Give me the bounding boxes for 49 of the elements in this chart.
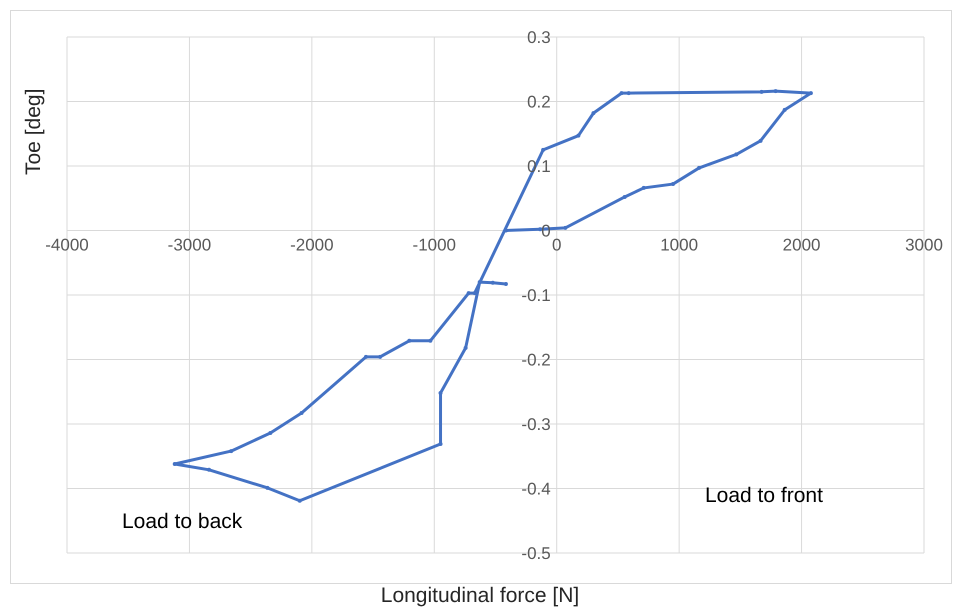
point: [620, 91, 624, 96]
point: [464, 346, 468, 350]
point: [478, 280, 482, 284]
point: [300, 411, 304, 416]
annotation: Load to back: [122, 510, 242, 534]
x-tick-label: 2000: [782, 236, 820, 254]
point: [541, 148, 546, 152]
point: [758, 138, 763, 143]
y-tick-label: -0.2: [521, 350, 551, 370]
y-axis-title: Toe [deg]: [22, 88, 46, 175]
point: [504, 282, 508, 286]
point: [563, 226, 568, 230]
point: [298, 498, 302, 503]
point: [734, 152, 738, 156]
point: [774, 89, 778, 94]
y-tick-label: 0.2: [527, 92, 551, 112]
x-tick-label: -4000: [45, 236, 89, 254]
y-tick-label: -0.4: [521, 480, 551, 498]
point: [428, 338, 432, 343]
y-tick-label: -0.5: [521, 544, 551, 563]
point: [760, 90, 764, 94]
point: [591, 111, 596, 116]
point: [407, 338, 412, 343]
x-tick-label: 3000: [905, 236, 943, 254]
point: [364, 354, 368, 359]
point: [207, 468, 212, 472]
point: [642, 186, 646, 190]
x-tick-label: -3000: [168, 236, 212, 254]
point: [697, 166, 702, 170]
x-tick-label: -1000: [412, 236, 456, 254]
point: [671, 182, 676, 186]
point: [268, 431, 272, 436]
x-tick-label: -2000: [290, 236, 334, 254]
point: [622, 194, 627, 199]
y-tick-label: -0.3: [521, 415, 551, 434]
annotation: Load to front: [705, 484, 823, 508]
point: [466, 291, 471, 296]
point: [782, 108, 787, 112]
y-tick-label: 0.3: [527, 28, 551, 47]
point: [378, 354, 382, 359]
point: [490, 280, 495, 285]
point: [576, 134, 580, 138]
point: [265, 486, 270, 490]
point: [229, 449, 234, 454]
point: [626, 91, 631, 96]
point: [172, 462, 177, 466]
y-tick-label: -0.1: [521, 286, 551, 305]
x-axis-title: Longitudinal force [N]: [380, 584, 580, 608]
x-tick-label: 1000: [660, 236, 698, 254]
